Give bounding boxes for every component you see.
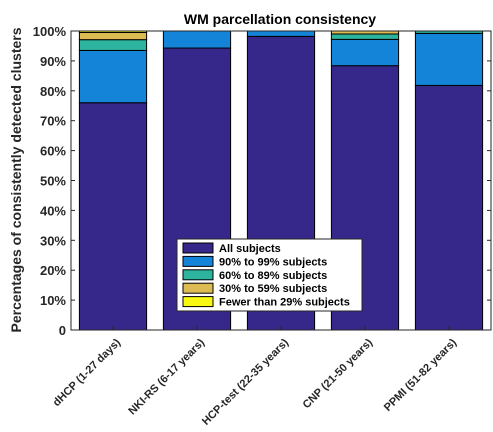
- chart-title: WM parcellation consistency: [184, 11, 376, 27]
- bar-segment-5-1: [414, 84, 484, 331]
- bar-segment-5-2: [414, 32, 484, 86]
- bar-segment-4-2: [330, 38, 400, 67]
- legend-swatch-2: [182, 255, 214, 267]
- y-axis-label: Percentages of consistently detected clu…: [8, 27, 24, 332]
- legend-swatch-3: [182, 269, 214, 281]
- x-tick-label: NKI-RS (6-17 years): [126, 336, 207, 417]
- y-tick-label: 30%: [40, 233, 66, 248]
- bar-segment-1-1: [78, 102, 148, 331]
- bar-segment-3-2: [246, 30, 316, 37]
- y-tick-label: 90%: [40, 54, 66, 69]
- y-tick-label: 50%: [40, 174, 66, 189]
- x-tick-label: PPMI (51-82 years): [382, 336, 459, 413]
- y-tick-label: 10%: [40, 293, 66, 308]
- y-axis-ticks: 0 10% 20% 30% 40% 50% 60% 70% 80% 90% 100%: [33, 24, 491, 338]
- x-tick-label: HCP-test (22-35 years): [200, 336, 291, 427]
- x-axis-ticks: dHCP (1-27 days) NKI-RS (6-17 years)HCP-t…: [51, 326, 459, 428]
- y-tick-label: 100%: [33, 24, 67, 39]
- legend-label-1: All subjects: [219, 243, 281, 255]
- legend-label-3: 60% to 89% subjects: [219, 270, 327, 282]
- legend-label-4: 30% to 59% subjects: [219, 283, 327, 295]
- y-tick-label: 20%: [40, 263, 66, 278]
- bar-segment-2-2: [162, 30, 232, 49]
- legend-label-2: 90% to 99% subjects: [219, 256, 327, 268]
- legend-label-5: Fewer than 29% subjects: [219, 297, 350, 309]
- y-tick-label: 60%: [40, 144, 66, 159]
- bar-segment-4-3: [330, 33, 400, 40]
- y-tick-label: 80%: [40, 84, 66, 99]
- bar-segment-1-4: [78, 31, 148, 41]
- bar-segment-1-3: [78, 39, 148, 51]
- y-tick-label: 0: [59, 323, 66, 338]
- bar-segment-1-2: [78, 49, 148, 104]
- legend-swatch-4: [182, 282, 214, 294]
- x-tick-label: CNP (21-50 years): [301, 336, 376, 411]
- bar-segment-4-1: [330, 65, 400, 331]
- y-tick-label: 70%: [40, 114, 66, 129]
- y-tick-label: 40%: [40, 203, 66, 218]
- legend-swatch-1: [182, 242, 214, 254]
- legend-swatch-5: [182, 296, 214, 308]
- x-tick-label: dHCP (1-27 days): [51, 336, 124, 409]
